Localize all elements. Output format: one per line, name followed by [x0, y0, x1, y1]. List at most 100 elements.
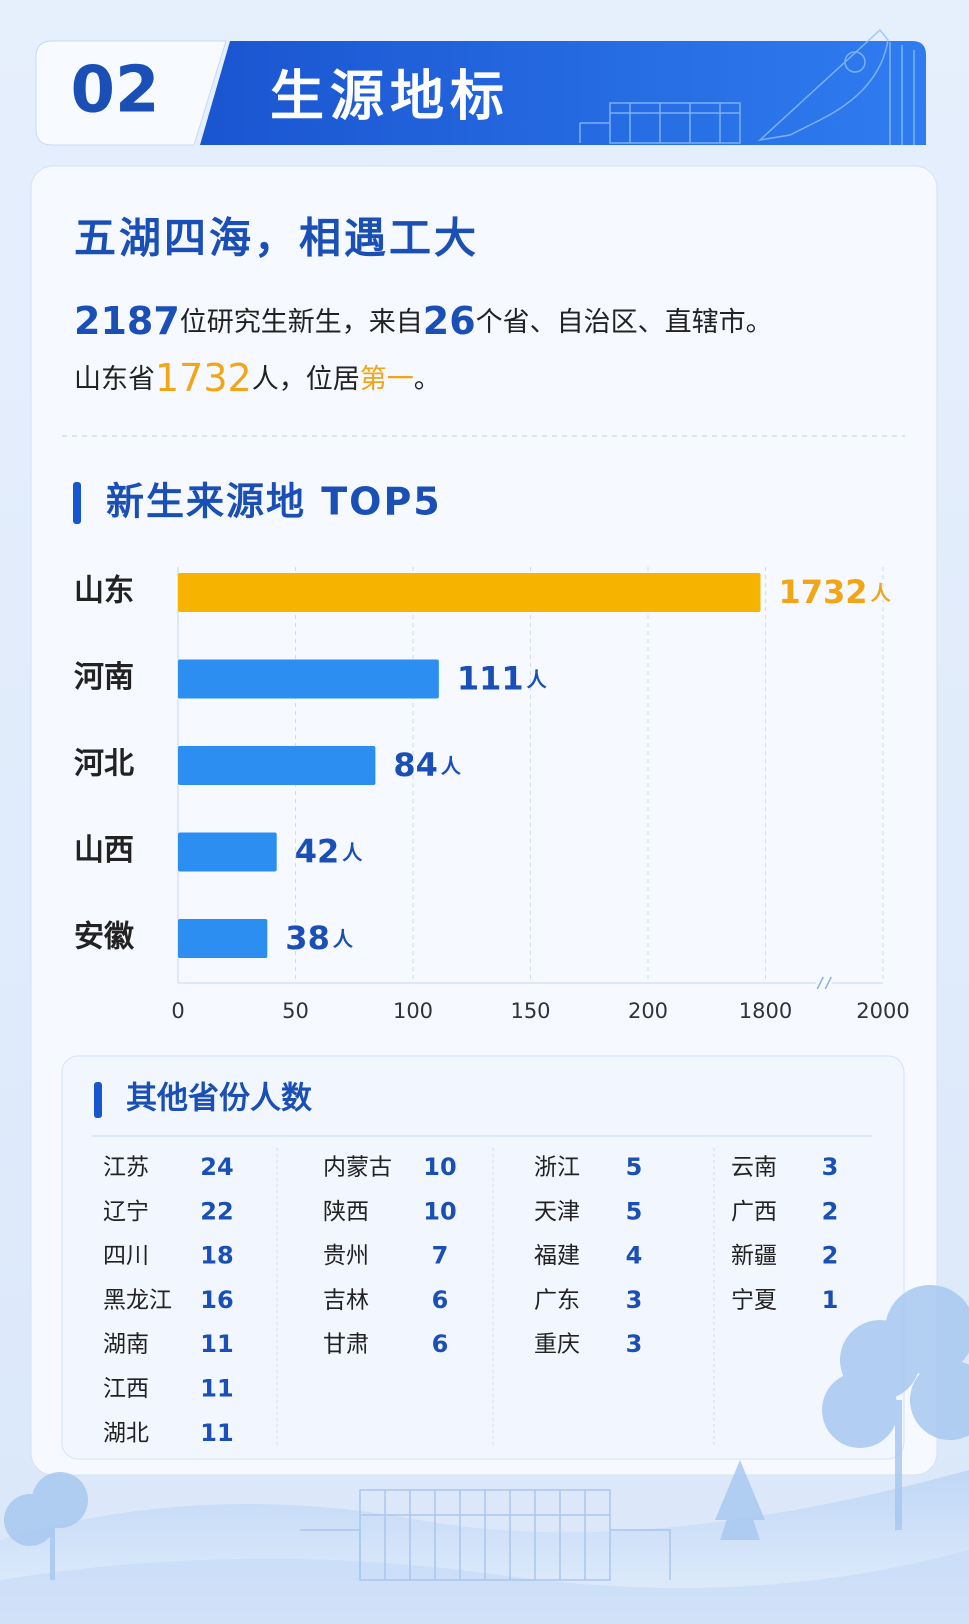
- title-marker: [73, 482, 81, 524]
- value-unit: 人: [527, 667, 548, 691]
- bar: [178, 746, 376, 785]
- province-count: 6: [432, 1330, 449, 1358]
- province-name: 天津: [534, 1199, 580, 1225]
- axis-break: [816, 976, 832, 990]
- scenery: [0, 1285, 969, 1624]
- province-count: 11: [200, 1419, 233, 1447]
- province-count: 2: [822, 1242, 839, 1270]
- province-name: 陕西: [323, 1199, 369, 1225]
- value-label: 84 人: [393, 746, 462, 784]
- value-label: 1732 人: [779, 573, 892, 611]
- category-label: 山东: [74, 574, 134, 609]
- value-number: 42: [295, 833, 340, 871]
- value-label: 38 人: [285, 919, 354, 957]
- category-label: 安徽: [74, 920, 135, 955]
- summary-number: 26: [423, 299, 476, 343]
- value-label: 111 人: [457, 660, 548, 698]
- province-count: 3: [822, 1153, 839, 1181]
- value-unit: 人: [441, 754, 462, 778]
- summary-text: 位研究生新生，来自: [180, 307, 423, 338]
- province-name: 辽宁: [103, 1199, 149, 1225]
- other-title: 其他省份人数: [126, 1081, 312, 1117]
- summary-line: 山东省1732人，位居第一。: [74, 356, 441, 400]
- province-name: 黑龙江: [103, 1287, 172, 1313]
- x-tick-label: 1800: [739, 999, 792, 1023]
- x-tick-label: 200: [628, 999, 668, 1023]
- summary-number: 2187: [74, 299, 180, 343]
- province-count: 3: [626, 1286, 643, 1314]
- province-name: 浙江: [534, 1155, 580, 1181]
- summary-text: 个省、自治区、直辖市。: [476, 307, 773, 338]
- x-tick-label: 0: [171, 999, 184, 1023]
- province-count: 16: [200, 1286, 233, 1314]
- province-name: 甘肃: [323, 1332, 369, 1358]
- x-tick-label: 2000: [856, 999, 909, 1023]
- province-count: 5: [626, 1197, 643, 1225]
- value-unit: 人: [342, 840, 363, 864]
- province-count: 5: [626, 1153, 643, 1181]
- value-label: 42 人: [295, 833, 364, 871]
- summary-number: 1732: [155, 356, 252, 400]
- province-count: 2: [822, 1197, 839, 1225]
- province-name: 广西: [731, 1199, 777, 1225]
- value-unit: 人: [333, 927, 354, 951]
- bar: [178, 832, 277, 872]
- province-name: 广东: [534, 1287, 580, 1313]
- province-count: 10: [423, 1197, 456, 1225]
- category-label: 河南: [74, 660, 134, 695]
- x-tick-label: 100: [393, 999, 433, 1023]
- province-count: 22: [200, 1197, 233, 1225]
- header-decoration: [579, 28, 915, 145]
- province-count: 3: [626, 1330, 643, 1358]
- province-name: 江西: [103, 1376, 149, 1402]
- bar: [178, 573, 761, 612]
- summary-text: 山东省: [74, 364, 155, 395]
- x-tick-label: 50: [282, 999, 309, 1023]
- summary-text: 人，位居: [252, 364, 360, 395]
- bar: [178, 919, 268, 958]
- province-name: 内蒙古: [323, 1155, 392, 1181]
- value-number: 84: [393, 746, 438, 784]
- value-unit: 人: [871, 581, 892, 605]
- province-count: 10: [423, 1153, 456, 1181]
- title-marker: [94, 1082, 102, 1118]
- headline: 五湖四海，相遇工大: [74, 214, 479, 263]
- province-name: 云南: [731, 1155, 777, 1181]
- value-number: 111: [457, 660, 524, 698]
- province-count: 7: [432, 1242, 449, 1270]
- other-box: [61, 1055, 905, 1460]
- chart-title: 新生来源地 TOP5: [106, 480, 442, 524]
- province-name: 福建: [534, 1243, 580, 1269]
- value-number: 38: [285, 919, 330, 957]
- province-count: 4: [626, 1242, 643, 1270]
- province-name: 吉林: [323, 1287, 369, 1313]
- category-label: 河北: [74, 747, 134, 782]
- province-count: 24: [200, 1153, 233, 1181]
- province-name: 重庆: [534, 1332, 580, 1358]
- summary-text: 。: [414, 364, 441, 395]
- province-name: 新疆: [731, 1243, 777, 1269]
- header-number-box: [35, 40, 227, 146]
- province-name: 宁夏: [731, 1287, 777, 1313]
- category-label: 山西: [74, 833, 134, 868]
- province-name: 四川: [103, 1243, 149, 1269]
- province-name: 江苏: [103, 1155, 149, 1181]
- header-number: 02: [70, 54, 159, 128]
- summary-highlight: 第一: [360, 364, 414, 395]
- province-count: 1: [822, 1286, 839, 1314]
- province-name: 贵州: [323, 1243, 369, 1269]
- province-count: 11: [200, 1330, 233, 1358]
- header-title: 生源地标: [270, 65, 510, 128]
- header-banner: [200, 41, 926, 145]
- province-name: 湖南: [103, 1332, 149, 1358]
- x-tick-label: 150: [510, 999, 550, 1023]
- province-count: 11: [200, 1375, 233, 1403]
- value-number: 1732: [779, 573, 868, 611]
- province-name: 湖北: [103, 1420, 149, 1446]
- province-count: 6: [432, 1286, 449, 1314]
- bar: [178, 659, 439, 699]
- summary-line: 2187位研究生新生，来自26个省、自治区、直辖市。: [74, 299, 773, 343]
